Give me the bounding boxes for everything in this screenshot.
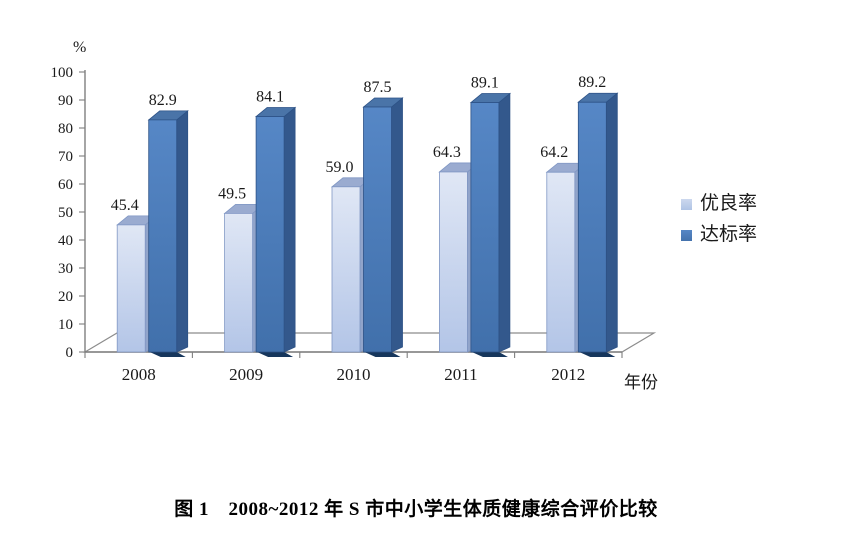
bar-standard-rate-side [283, 106, 296, 353]
x-axis-category-label: 2008 [122, 365, 156, 384]
bar-excellent-rate-front [546, 171, 576, 353]
legend-item-excellent-rate: 优良率 [681, 192, 757, 216]
legend-label-excellent-rate: 优良率 [700, 193, 758, 214]
bar-standard-rate-side [176, 110, 189, 353]
legend-label-standard-rate: 达标率 [700, 224, 758, 245]
value-label-excellent-rate: 64.2 [540, 144, 568, 161]
bar-excellent-rate-front [224, 212, 254, 353]
value-label-standard-rate: 89.1 [471, 75, 499, 92]
legend-item-standard-rate: 达标率 [681, 223, 757, 247]
bar-standard-rate-front [577, 101, 607, 353]
y-axis-tick-label: 90 [58, 93, 73, 109]
bar-standard-rate-base-shadow [471, 352, 508, 357]
y-axis-tick-label: 40 [58, 233, 73, 249]
y-axis-tick-label: 50 [58, 205, 73, 221]
bar-excellent-rate-front [438, 171, 468, 353]
y-axis-tick-label: 20 [58, 289, 73, 305]
bar-standard-rate-side [498, 92, 511, 353]
value-label-excellent-rate: 59.0 [326, 159, 354, 176]
bar-standard-rate-front [148, 119, 178, 353]
bar-standard-rate-side [391, 97, 403, 353]
x-axis-category-label: 2011 [444, 365, 477, 384]
bar-standard-rate-base-shadow [364, 352, 401, 357]
value-label-standard-rate: 87.5 [364, 79, 392, 96]
x-axis-category-label: 2010 [337, 365, 371, 384]
value-label-excellent-rate: 45.4 [111, 197, 139, 214]
x-axis-unit-label: 年份 [624, 373, 658, 392]
legend-swatch-light-icon [681, 198, 692, 210]
bar-standard-rate-side [605, 92, 618, 353]
y-axis-tick-label: 30 [58, 261, 73, 277]
bar-standard-rate-base-shadow [257, 352, 294, 357]
value-label-standard-rate: 82.9 [149, 92, 177, 109]
bar-standard-rate-front [255, 116, 285, 353]
value-label-excellent-rate: 49.5 [218, 185, 246, 202]
y-axis-unit-label: % [73, 39, 87, 56]
bar-excellent-rate-front [331, 186, 361, 353]
figure-caption: 图 1 2008~2012 年 S 市中小学生体质健康综合评价比较 [174, 499, 658, 520]
bar-standard-rate-base-shadow [149, 352, 186, 357]
legend-swatch-dark-icon [681, 229, 692, 241]
value-label-standard-rate: 84.1 [256, 89, 284, 106]
bar-standard-rate-front [470, 102, 500, 353]
bar-excellent-rate-front [116, 224, 146, 353]
y-axis-tick-label: 80 [58, 121, 73, 137]
y-axis-tick-label: 10 [58, 317, 73, 333]
bar-standard-rate-base-shadow [579, 352, 616, 357]
y-axis-tick-label: 0 [66, 345, 74, 361]
x-axis-category-label: 2009 [229, 365, 263, 384]
value-label-excellent-rate: 64.3 [433, 144, 461, 161]
legend: 优良率 达标率 [681, 192, 757, 254]
value-label-standard-rate: 89.2 [578, 74, 606, 91]
y-axis-tick-label: 60 [58, 177, 73, 193]
y-axis-tick-label: 70 [58, 149, 73, 165]
x-axis-category-label: 2012 [551, 365, 585, 384]
y-axis-tick-label: 100 [51, 65, 74, 81]
bar-standard-rate-front [363, 106, 392, 353]
